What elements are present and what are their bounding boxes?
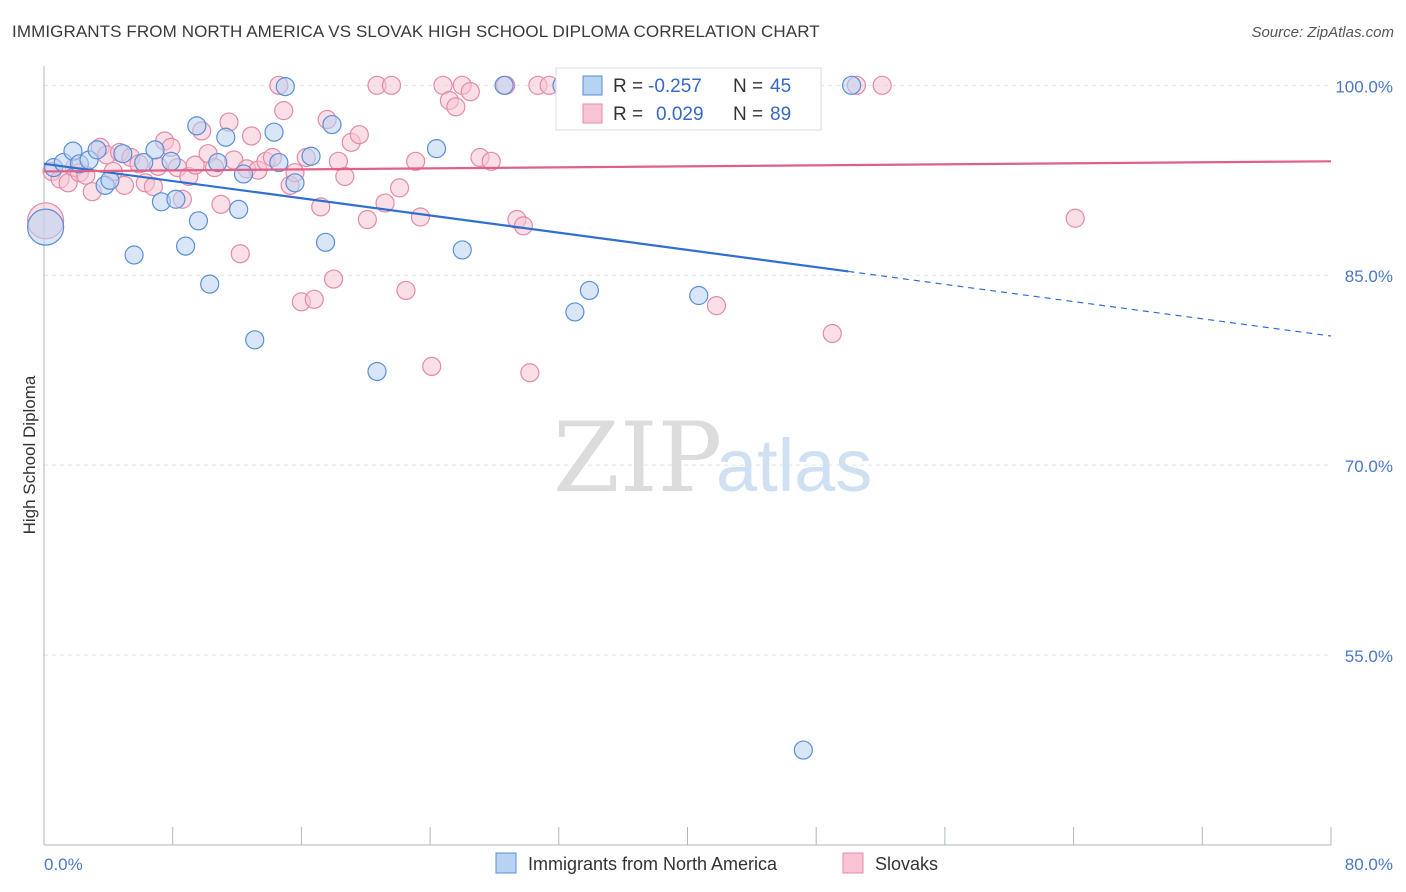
immigrants-point-43	[793, 740, 813, 760]
legend-blue-n-value: 45	[770, 76, 791, 97]
trend-line-immigrants-extension	[848, 270, 1332, 337]
top-legend: R = -0.257 N = 45 R = 0.029 N = 89	[555, 67, 822, 131]
slovaks-point-37	[274, 101, 294, 121]
y-tick-label-0: 55.0%	[1345, 647, 1393, 666]
immigrants-point-14	[161, 151, 181, 171]
slovaks-point-56	[406, 151, 426, 171]
trend-line-slovaks	[43, 160, 1332, 173]
y-tick-labels: 55.0% 70.0% 85.0% 100.0%	[1335, 77, 1393, 666]
slovaks-point-84	[872, 75, 892, 95]
legend-swatch-pink	[582, 103, 603, 124]
x-tick-label-max: 80.0%	[1345, 855, 1393, 874]
y-tick-label-2: 85.0%	[1345, 267, 1393, 286]
immigrants-point-38	[579, 280, 599, 301]
slovaks-point-53	[381, 75, 402, 95]
x-tick-labels: 0.0% 80.0%	[44, 855, 1393, 874]
bottom-legend-swatch-blue	[495, 852, 517, 874]
immigrants-point-10	[124, 245, 144, 265]
immigrants-point-31	[322, 114, 342, 135]
immigrants-point-35	[494, 75, 514, 95]
immigrants-point-26	[269, 152, 289, 173]
immigrants-point-23	[233, 164, 254, 184]
immigrants-point-0	[27, 208, 65, 246]
immigrants-point-28	[285, 173, 305, 193]
immigrants-point-18	[188, 211, 209, 231]
immigrants-point-20	[208, 152, 228, 173]
slovaks-point-50	[357, 209, 377, 230]
slovaks-point-42	[304, 289, 324, 309]
immigrants-point-24	[245, 330, 265, 350]
slovaks-point-69	[520, 363, 540, 383]
chart-title: IMMIGRANTS FROM NORTH AMERICA VS SLOVAK …	[12, 22, 820, 41]
y-tick-label-1: 70.0%	[1345, 457, 1393, 476]
watermark-zip: ZIP	[553, 402, 722, 514]
bottom-legend-slovaks: Slovaks	[875, 854, 938, 874]
immigrants-point-22	[229, 199, 249, 220]
slovaks-point-27	[211, 194, 231, 214]
immigrants-point-19	[200, 274, 220, 294]
immigrants-point-37	[565, 302, 585, 322]
legend-blue-r-value: -0.257	[648, 76, 702, 97]
trend-line-immigrants	[43, 162, 849, 273]
slovaks-point-55	[396, 280, 416, 301]
legend-swatch-blue	[582, 75, 603, 96]
legend-blue-n-label: N =	[733, 76, 763, 97]
slovaks-point-85	[1065, 208, 1085, 228]
slovaks-point-80	[706, 296, 727, 316]
legend-blue-r-label: R =	[613, 76, 643, 97]
slovaks-point-30	[230, 244, 250, 264]
slovaks-point-82	[822, 323, 842, 344]
y-axis-label: High School Diploma	[20, 375, 39, 534]
slovaks-point-32	[241, 126, 262, 146]
immigrants-point-44	[841, 75, 862, 95]
axes	[43, 66, 1332, 846]
source-label: Source: ZipAtlas.com	[1251, 24, 1394, 41]
legend-pink-n-value: 89	[770, 104, 791, 125]
slovaks-point-45	[323, 269, 344, 289]
immigrants-point-25	[264, 122, 284, 142]
legend-pink-n-label: N =	[733, 104, 763, 125]
immigrants-point-32	[367, 361, 387, 382]
legend-pink-r-label: R =	[613, 104, 643, 125]
slovaks-point-65	[481, 151, 501, 171]
bottom-legend: Immigrants from North America Slovaks	[495, 852, 938, 874]
slovaks-point-52	[375, 193, 395, 213]
immigrants-point-12	[145, 140, 165, 160]
legend-pink-r-value: 0.029	[656, 104, 704, 125]
immigrants-point-29	[301, 146, 321, 166]
slovaks-point-58	[422, 356, 442, 377]
slovaks-point-49	[349, 125, 369, 145]
slovaks-point-68	[513, 216, 534, 236]
x-tick-label-min: 0.0%	[44, 855, 83, 874]
immigrants-point-30	[315, 232, 336, 252]
immigrants-point-27	[275, 76, 295, 97]
immigrants-point-33	[426, 139, 447, 159]
y-tick-label-3: 100.0%	[1335, 77, 1393, 96]
slovaks-point-57	[410, 207, 431, 227]
immigrants-point-21	[216, 127, 236, 147]
immigrants-point-41	[689, 285, 709, 306]
watermark-atlas: atlas	[716, 424, 872, 507]
slovaks-point-54	[389, 178, 410, 198]
immigrants-point-34	[452, 240, 472, 260]
bottom-legend-immigrants: Immigrants from North America	[528, 854, 778, 874]
immigrants-point-16	[175, 236, 196, 256]
immigrants-point-15	[166, 189, 186, 209]
trend-lines	[43, 160, 1332, 337]
immigrants-point-6	[87, 140, 107, 160]
slovaks-point-63	[460, 82, 480, 102]
immigrants-point-9	[113, 144, 133, 164]
slovaks-point-61	[446, 97, 466, 117]
slovaks-point-47	[335, 166, 355, 187]
bottom-legend-swatch-pink	[842, 852, 864, 874]
immigrants-point-17	[187, 116, 207, 136]
